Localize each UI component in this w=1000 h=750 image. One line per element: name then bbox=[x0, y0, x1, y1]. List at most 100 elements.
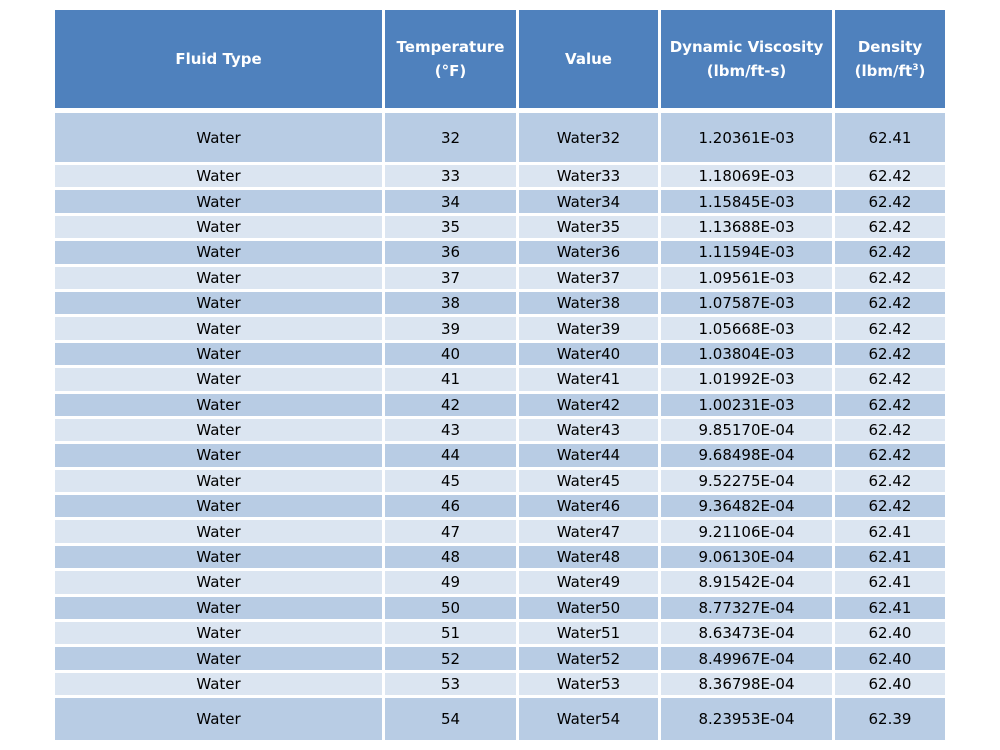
table-row: Water 53 Water53 8.36798E-04 62.40 bbox=[55, 672, 945, 699]
table-header-row: Fluid Type Temperature (°F) Value Dynami… bbox=[55, 10, 945, 113]
header-value-label: Value bbox=[565, 50, 612, 68]
header-value: Value bbox=[519, 10, 661, 108]
cell-temperature: 48 bbox=[385, 545, 519, 569]
header-dynamic-viscosity: Dynamic Viscosity (lbm/ft-s) bbox=[661, 10, 835, 108]
cell-fluid-type: Water bbox=[55, 672, 385, 696]
table-row: Water 51 Water51 8.63473E-04 62.40 bbox=[55, 622, 945, 648]
cell-fluid-type: Water bbox=[55, 469, 385, 493]
cell-value: Water41 bbox=[519, 368, 661, 391]
viscosity-table: Fluid Type Temperature (°F) Value Dynami… bbox=[55, 10, 945, 744]
table-row: Water 49 Water49 8.91542E-04 62.41 bbox=[55, 571, 945, 597]
cell-temperature: 38 bbox=[385, 291, 519, 315]
cell-value: Water40 bbox=[519, 342, 661, 366]
table-row: Water 47 Water47 9.21106E-04 62.41 bbox=[55, 520, 945, 546]
cell-temperature: 40 bbox=[385, 342, 519, 366]
cell-dynamic-viscosity: 1.13688E-03 bbox=[661, 215, 835, 239]
cell-dynamic-viscosity: 8.36798E-04 bbox=[661, 672, 835, 696]
cell-temperature: 46 bbox=[385, 495, 519, 518]
cell-fluid-type: Water bbox=[55, 342, 385, 366]
table-row: Water 34 Water34 1.15845E-03 62.42 bbox=[55, 190, 945, 216]
cell-fluid-type: Water bbox=[55, 215, 385, 239]
cell-density: 62.42 bbox=[868, 370, 912, 389]
cell-fluid-type: Water bbox=[55, 698, 385, 741]
cell-dynamic-viscosity: 1.00231E-03 bbox=[661, 393, 835, 416]
cell-density: 62.39 bbox=[868, 710, 912, 729]
header-viscosity-label: Dynamic Viscosity bbox=[669, 38, 824, 56]
cell-fluid-type: Water bbox=[55, 190, 385, 213]
cell-value: Water52 bbox=[519, 647, 661, 670]
cell-density: 62.41 bbox=[868, 548, 912, 567]
cell-density: 62.42 bbox=[868, 217, 912, 236]
cell-fluid-type: Water bbox=[55, 495, 385, 518]
cell-density: 62.41 bbox=[868, 128, 912, 147]
cell-dynamic-viscosity: 8.77327E-04 bbox=[661, 596, 835, 620]
table-row: Water 48 Water48 9.06130E-04 62.41 bbox=[55, 545, 945, 572]
cell-value: Water32 bbox=[519, 113, 661, 162]
cell-value: Water48 bbox=[519, 545, 661, 569]
table-row: Water 40 Water40 1.03804E-03 62.42 bbox=[55, 342, 945, 369]
header-fluid-type: Fluid Type bbox=[55, 10, 385, 108]
cell-temperature: 50 bbox=[385, 596, 519, 620]
cell-density: 62.41 bbox=[868, 522, 912, 541]
cell-value: Water35 bbox=[519, 215, 661, 239]
cell-temperature: 33 bbox=[385, 165, 519, 188]
cell-dynamic-viscosity: 1.11594E-03 bbox=[661, 241, 835, 264]
table-row: Water 50 Water50 8.77327E-04 62.41 bbox=[55, 596, 945, 623]
cell-fluid-type: Water bbox=[55, 368, 385, 391]
table-row: Water 35 Water35 1.13688E-03 62.42 bbox=[55, 215, 945, 242]
cell-temperature: 42 bbox=[385, 393, 519, 416]
cell-dynamic-viscosity: 1.03804E-03 bbox=[661, 342, 835, 366]
cell-fluid-type: Water bbox=[55, 291, 385, 315]
table-row: Water 41 Water41 1.01992E-03 62.42 bbox=[55, 368, 945, 394]
table-row: Water 46 Water46 9.36482E-04 62.42 bbox=[55, 495, 945, 521]
cell-value: Water45 bbox=[519, 469, 661, 493]
cell-density: 62.42 bbox=[868, 395, 912, 414]
cell-dynamic-viscosity: 9.21106E-04 bbox=[661, 520, 835, 543]
cell-dynamic-viscosity: 9.36482E-04 bbox=[661, 495, 835, 518]
cell-value: Water53 bbox=[519, 672, 661, 696]
cell-value: Water36 bbox=[519, 241, 661, 264]
cell-fluid-type: Water bbox=[55, 647, 385, 670]
cell-dynamic-viscosity: 1.07587E-03 bbox=[661, 291, 835, 315]
cell-fluid-type: Water bbox=[55, 393, 385, 416]
cell-density: 62.42 bbox=[868, 268, 912, 287]
cell-dynamic-viscosity: 9.52275E-04 bbox=[661, 469, 835, 493]
cell-density: 62.42 bbox=[868, 192, 912, 211]
cell-dynamic-viscosity: 8.91542E-04 bbox=[661, 571, 835, 594]
density-unit-close: ) bbox=[918, 62, 926, 80]
header-viscosity-unit: (lbm/ft-s) bbox=[706, 62, 787, 80]
table-row: Water 42 Water42 1.00231E-03 62.42 bbox=[55, 393, 945, 419]
cell-fluid-type: Water bbox=[55, 241, 385, 264]
table-row: Water 54 Water54 8.23953E-04 62.39 bbox=[55, 698, 945, 744]
cell-fluid-type: Water bbox=[55, 444, 385, 467]
cell-dynamic-viscosity: 8.49967E-04 bbox=[661, 647, 835, 670]
cell-temperature: 51 bbox=[385, 622, 519, 645]
table-row: Water 37 Water37 1.09561E-03 62.42 bbox=[55, 266, 945, 292]
cell-temperature: 54 bbox=[385, 698, 519, 741]
cell-value: Water44 bbox=[519, 444, 661, 467]
cell-density: 62.42 bbox=[868, 497, 912, 516]
cell-temperature: 34 bbox=[385, 190, 519, 213]
table-body: Water 32 Water32 1.20361E-03 62.41 Water 33 Wat… bbox=[55, 113, 945, 744]
cell-dynamic-viscosity: 1.18069E-03 bbox=[661, 165, 835, 188]
cell-temperature: 43 bbox=[385, 418, 519, 442]
table-row: Water 43 Water43 9.85170E-04 62.42 bbox=[55, 418, 945, 445]
cell-density: 62.42 bbox=[868, 421, 912, 440]
cell-value: Water54 bbox=[519, 698, 661, 741]
cell-value: Water51 bbox=[519, 622, 661, 645]
table-row: Water 32 Water32 1.20361E-03 62.41 bbox=[55, 113, 945, 165]
cell-value: Water46 bbox=[519, 495, 661, 518]
cell-dynamic-viscosity: 9.06130E-04 bbox=[661, 545, 835, 569]
cell-temperature: 53 bbox=[385, 672, 519, 696]
cell-dynamic-viscosity: 1.05668E-03 bbox=[661, 317, 835, 340]
cell-dynamic-viscosity: 1.20361E-03 bbox=[661, 113, 835, 162]
cell-fluid-type: Water bbox=[55, 520, 385, 543]
cell-fluid-type: Water bbox=[55, 418, 385, 442]
cell-value: Water50 bbox=[519, 596, 661, 620]
cell-dynamic-viscosity: 9.85170E-04 bbox=[661, 418, 835, 442]
cell-density: 62.41 bbox=[868, 573, 912, 592]
cell-density: 62.40 bbox=[868, 675, 912, 693]
cell-density: 62.42 bbox=[868, 344, 912, 363]
cell-temperature: 39 bbox=[385, 317, 519, 340]
header-fluid-type-label: Fluid Type bbox=[175, 50, 262, 68]
